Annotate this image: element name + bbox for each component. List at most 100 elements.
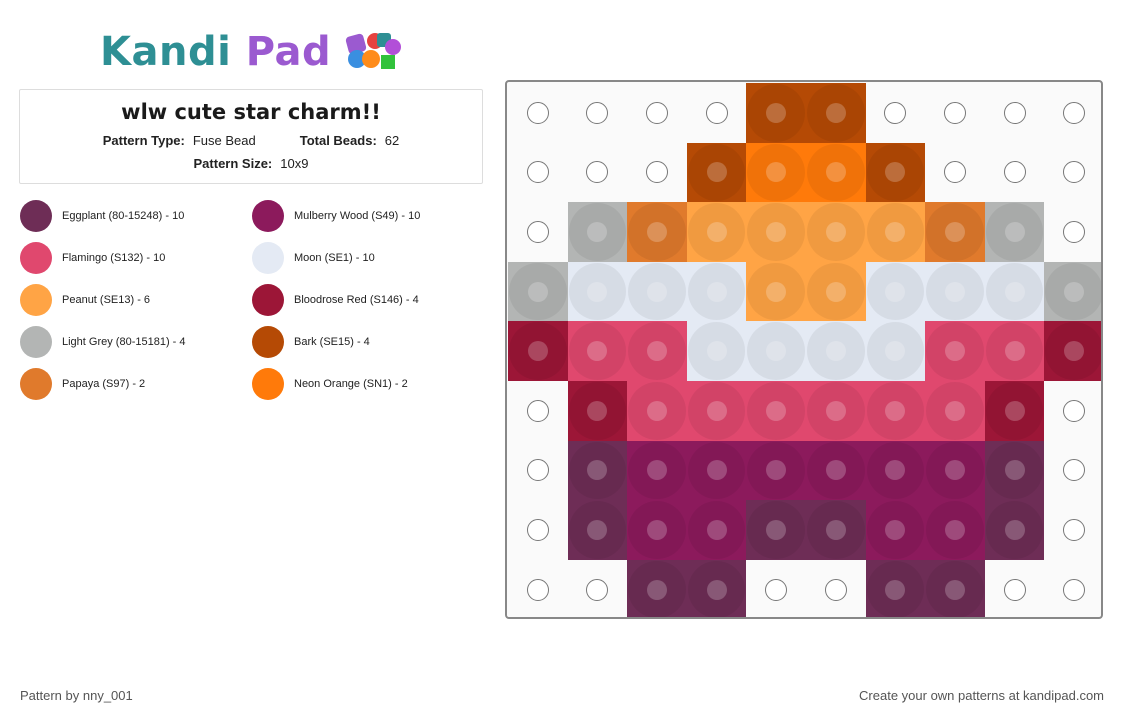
- peg-icon: [645, 161, 668, 184]
- bead-cell: [686, 380, 747, 441]
- bead-cell: [508, 261, 568, 322]
- empty-peg: [1044, 500, 1101, 560]
- bead-pegboard: [505, 80, 1103, 619]
- bead-cell: [746, 83, 806, 143]
- bead: [508, 321, 568, 381]
- empty-peg: [985, 560, 1045, 617]
- bead-cell: [1044, 321, 1101, 381]
- bead: [985, 262, 1045, 322]
- pattern-size-value: 10x9: [280, 156, 309, 171]
- bead-cell: [567, 380, 628, 441]
- bead: [806, 381, 866, 441]
- bead-cell: [686, 500, 747, 560]
- pattern-author[interactable]: Pattern by nny_001: [20, 688, 133, 703]
- bead: [687, 500, 747, 560]
- bead: [925, 500, 985, 560]
- bead: [866, 500, 926, 560]
- legend-item: Papaya (S97) - 2: [20, 368, 252, 400]
- peg-icon: [586, 161, 609, 184]
- bead: [866, 381, 926, 441]
- bead: [627, 500, 687, 560]
- empty-peg: [1044, 381, 1101, 441]
- legend-label: Bark (SE15) - 4: [294, 336, 370, 348]
- bead-cell: [567, 440, 628, 501]
- bead-cell: [865, 380, 926, 441]
- bead: [746, 143, 806, 203]
- bead: [925, 202, 985, 262]
- legend-item: Bark (SE15) - 4: [252, 326, 484, 358]
- legend-item: Neon Orange (SN1) - 2: [252, 368, 484, 400]
- bead: [568, 441, 628, 501]
- legend-item: Bloodrose Red (S146) - 4: [252, 284, 484, 316]
- pattern-size-label: Pattern Size:: [193, 156, 273, 171]
- bead-cell: [567, 500, 628, 560]
- empty-peg: [627, 143, 687, 203]
- color-swatch: [252, 368, 284, 400]
- bead-cell: [925, 202, 985, 262]
- empty-peg: [985, 143, 1045, 203]
- bead-cell: [984, 321, 1045, 381]
- bead-cell: [805, 202, 866, 262]
- peg-icon: [1003, 161, 1026, 184]
- bead: [746, 262, 806, 322]
- empty-peg: [746, 560, 806, 617]
- bead: [687, 262, 747, 322]
- bead: [925, 381, 985, 441]
- bead: [866, 202, 926, 262]
- color-swatch: [20, 200, 52, 232]
- peg-icon: [943, 161, 966, 184]
- legend-label: Mulberry Wood (S49) - 10: [294, 210, 421, 222]
- color-swatch: [20, 284, 52, 316]
- bead-cell: [865, 440, 926, 501]
- bead-cell: [746, 380, 806, 441]
- empty-peg: [1044, 143, 1101, 203]
- bead: [746, 500, 806, 560]
- bead-cell: [567, 321, 628, 381]
- empty-peg: [568, 83, 628, 143]
- pattern-meta-row: Pattern Type: Fuse Bead Total Beads: 62: [20, 133, 482, 148]
- bead: [985, 202, 1045, 262]
- empty-peg: [1044, 560, 1101, 617]
- bead-cell: [805, 380, 866, 441]
- pattern-type-value: Fuse Bead: [192, 133, 256, 148]
- bead: [568, 321, 628, 381]
- beads-icon: [346, 33, 402, 69]
- create-patterns-link[interactable]: Create your own patterns at kandipad.com: [859, 688, 1104, 703]
- bead-cell: [746, 500, 806, 560]
- legend-label: Flamingo (S132) - 10: [62, 252, 166, 264]
- bead: [925, 262, 985, 322]
- bead-cell: [627, 500, 687, 560]
- peg-icon: [765, 578, 788, 601]
- color-swatch: [252, 284, 284, 316]
- bead-cell: [805, 500, 866, 560]
- color-swatch: [20, 368, 52, 400]
- bead: [746, 321, 806, 381]
- legend-label: Neon Orange (SN1) - 2: [294, 378, 408, 390]
- bead: [568, 500, 628, 560]
- bead-cell: [567, 261, 628, 322]
- kandipad-logo[interactable]: Kandi Pad: [100, 24, 405, 80]
- bead-cell: [805, 142, 866, 203]
- empty-peg: [687, 83, 747, 143]
- bead: [806, 262, 866, 322]
- peg-icon: [645, 101, 668, 124]
- legend-label: Light Grey (80-15181) - 4: [62, 336, 186, 348]
- empty-peg: [985, 83, 1045, 143]
- peg-icon: [1063, 459, 1086, 482]
- empty-peg: [508, 500, 568, 560]
- bead: [866, 560, 926, 617]
- peg-icon: [586, 578, 609, 601]
- bead-cell: [627, 380, 687, 441]
- bead-cell: [925, 500, 985, 560]
- empty-peg: [508, 441, 568, 501]
- bead-cell: [984, 440, 1045, 501]
- bead: [687, 441, 747, 501]
- empty-peg: [508, 143, 568, 203]
- bead-grid: [508, 83, 1101, 617]
- bead: [568, 262, 628, 322]
- peg-icon: [1063, 220, 1086, 243]
- bead-cell: [865, 202, 926, 262]
- legend-item: Moon (SE1) - 10: [252, 242, 484, 274]
- bead: [746, 381, 806, 441]
- bead: [925, 321, 985, 381]
